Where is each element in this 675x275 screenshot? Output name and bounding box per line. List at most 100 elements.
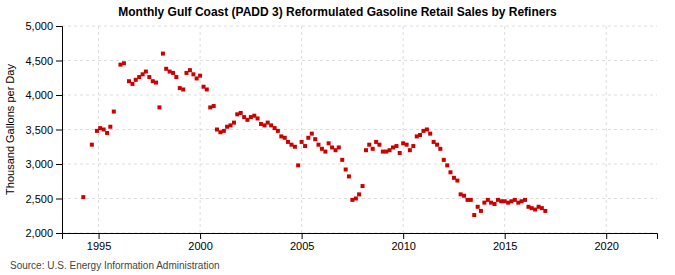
tick-label: 1995: [87, 240, 111, 252]
point: [523, 198, 527, 202]
point: [102, 128, 106, 132]
point: [161, 52, 165, 56]
tick: 2010: [391, 233, 415, 252]
tick-mark: [56, 61, 62, 62]
tick-mark: [56, 26, 62, 27]
point: [147, 75, 151, 79]
tick-mark: [302, 233, 303, 239]
point: [350, 198, 354, 202]
point: [540, 206, 544, 210]
point: [127, 79, 131, 83]
point: [316, 143, 320, 147]
point: [411, 144, 415, 148]
point: [181, 87, 185, 91]
point: [205, 87, 209, 91]
point: [364, 148, 368, 152]
point: [513, 198, 517, 202]
point: [306, 136, 310, 140]
point: [229, 123, 233, 127]
tick-label: 3,000: [25, 158, 53, 170]
point: [303, 144, 307, 148]
tick: 2020: [594, 233, 618, 252]
grid-line-y: [62, 198, 657, 199]
point: [323, 150, 327, 154]
tick-label: 2,500: [25, 193, 53, 205]
axis-line: [63, 234, 658, 240]
point: [259, 122, 263, 126]
grid-line-x: [606, 26, 607, 233]
point: [469, 198, 473, 202]
point: [130, 82, 134, 86]
point: [476, 205, 480, 209]
tick-mark: [56, 130, 62, 131]
tick-label: 2015: [493, 240, 517, 252]
tick-label: 2005: [290, 240, 314, 252]
point: [388, 148, 392, 152]
point: [195, 76, 199, 80]
point: [191, 72, 195, 76]
point: [347, 174, 351, 178]
point: [310, 132, 314, 136]
point: [225, 125, 229, 129]
grid-line-y: [62, 26, 657, 27]
point: [361, 184, 365, 188]
point: [408, 148, 412, 152]
tick-label: 5,000: [25, 20, 53, 32]
tick: 1995: [87, 233, 111, 252]
point: [178, 86, 182, 90]
point: [354, 197, 358, 201]
point: [81, 195, 85, 199]
y-axis: 2,000 2,500 3,000 3,500 4,000 4,500 5,000: [25, 20, 62, 239]
point: [289, 143, 293, 147]
plot-area: 1995 2000 2005 2010 2015 2020 2,000 2,500 3,000 3…: [25, 20, 657, 252]
point: [249, 115, 253, 119]
point: [157, 105, 161, 109]
grid-line-x: [200, 26, 201, 233]
grid: [62, 26, 657, 233]
point: [445, 163, 449, 167]
y-axis-title: Thousand Gallons per Day: [4, 64, 16, 195]
tick-mark: [99, 233, 100, 239]
tick: 2000: [188, 233, 212, 252]
point: [337, 145, 341, 149]
point: [235, 112, 239, 116]
point: [286, 140, 290, 144]
point: [245, 118, 249, 122]
tick-mark: [56, 95, 62, 96]
point: [168, 70, 172, 74]
point: [212, 104, 216, 108]
point: [472, 213, 476, 217]
point: [533, 208, 537, 212]
tick-label: 2000: [188, 240, 212, 252]
point: [371, 147, 375, 151]
tick-label: 2010: [391, 240, 415, 252]
point: [442, 158, 446, 162]
point: [144, 70, 148, 74]
tick: 4,500: [25, 55, 62, 67]
point: [489, 201, 493, 205]
point: [105, 131, 109, 135]
point: [377, 143, 381, 147]
point: [256, 116, 260, 120]
point: [134, 78, 138, 82]
chart-container: 1995 2000 2005 2010 2015 2020 2,000 2,500 3,000 3…: [0, 0, 675, 275]
point: [438, 147, 442, 151]
tick-label: 2,000: [25, 227, 53, 239]
tick: 5,000: [25, 20, 62, 32]
point: [320, 147, 324, 151]
point: [398, 151, 402, 155]
point: [108, 125, 112, 129]
point: [122, 61, 126, 65]
point: [381, 150, 385, 154]
tick-label: 2020: [594, 240, 618, 252]
tick-mark: [200, 233, 201, 239]
annotation: Source: U.S. Energy Information Administ…: [10, 260, 220, 271]
grid-line-y: [62, 95, 657, 96]
tick-label: 4,500: [25, 55, 53, 67]
tick-label: 4,000: [25, 89, 53, 101]
grid-line-y: [62, 164, 657, 165]
tick-label: 3,500: [25, 124, 53, 136]
tick-mark: [505, 233, 506, 239]
tick-mark: [56, 233, 62, 234]
grid-line-y: [62, 129, 657, 130]
